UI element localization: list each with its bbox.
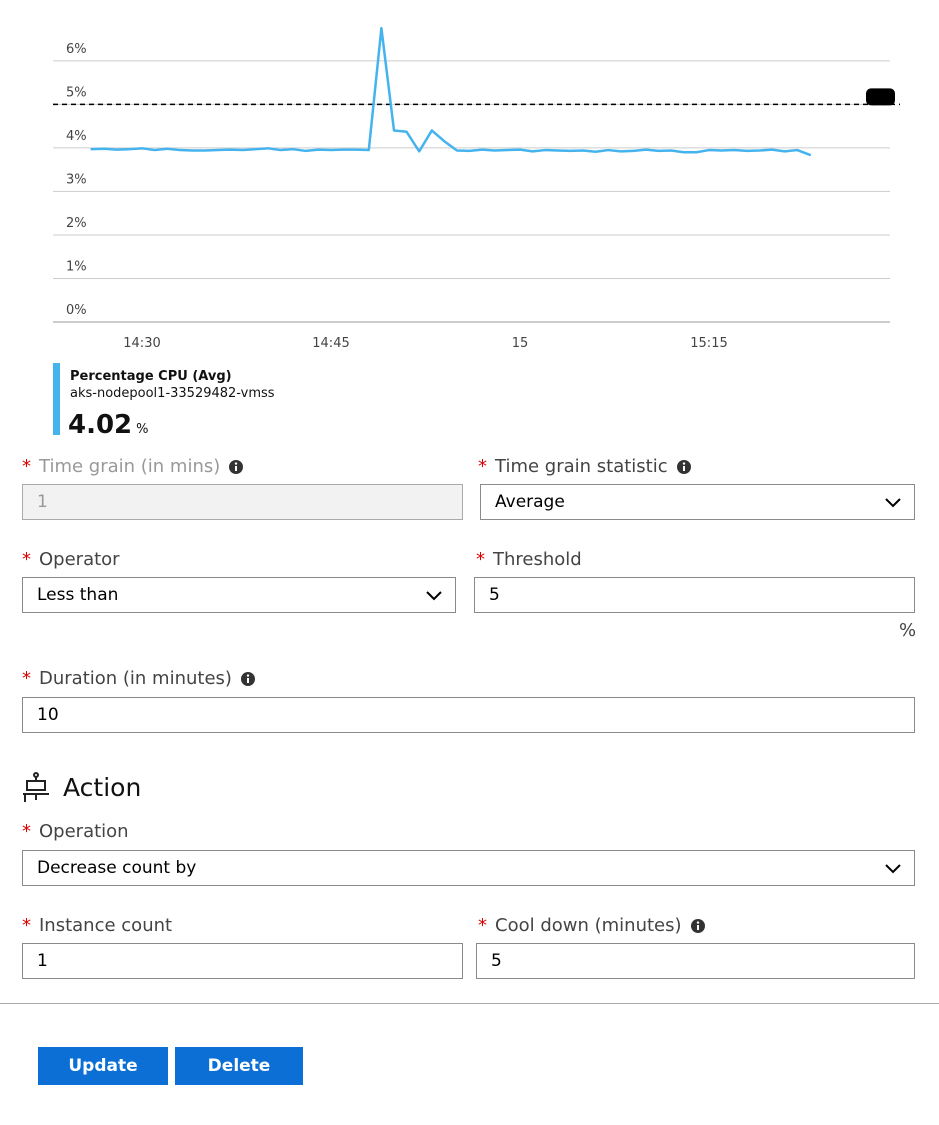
unit-label: % (899, 620, 917, 641)
chart: 0% 1% 2% 3% 4% 5% 6% 14:30 14:45 15 15:15 Percentag… (53, 0, 900, 440)
field-label: * Time grain (in mins) (22, 456, 244, 477)
y-tick-label: 1% (66, 259, 87, 274)
info-icon[interactable] (228, 459, 244, 475)
action-icon (23, 772, 49, 802)
delete-button[interactable]: Delete (175, 1047, 303, 1085)
label-text: Instance count (39, 915, 173, 936)
required-mark: * (22, 915, 31, 936)
required-mark: * (22, 821, 31, 842)
label-text: Operation (39, 821, 129, 842)
dropdown[interactable]: Less than (22, 577, 456, 613)
required-mark: * (22, 549, 31, 570)
required-mark: * (22, 456, 31, 477)
field-label: * Instance count (22, 915, 172, 936)
y-tick-label: 6% (66, 42, 87, 57)
chevron (426, 591, 442, 601)
field-label: * Operator (22, 549, 120, 570)
dropdown-value: Less than (37, 585, 119, 605)
label-text: Time grain statistic (495, 456, 668, 477)
chevron (885, 864, 901, 874)
summary-value: 4.02 (68, 410, 132, 440)
x-tick-label: 15 (512, 336, 529, 351)
summary-unit: % (136, 422, 148, 437)
legend-name: Percentage CPU (Avg) (70, 369, 232, 384)
label-text: Threshold (493, 549, 582, 570)
separator (0, 1003, 939, 1004)
x-tick-label: 15:15 (690, 336, 727, 351)
text-input[interactable]: 5 (476, 943, 915, 979)
info-icon[interactable] (690, 918, 706, 934)
y-tick-label: 0% (66, 303, 87, 318)
required-mark: * (22, 668, 31, 689)
x-tick-label: 14:30 (123, 336, 160, 351)
legend-resource: aks-nodepool1-33529482-vmss (70, 386, 275, 401)
y-tick-label: 3% (66, 172, 87, 187)
y-tick-label: 4% (66, 129, 87, 144)
dropdown[interactable]: Decrease count by (22, 850, 915, 886)
info-icon[interactable] (240, 671, 256, 687)
chevron (885, 498, 901, 508)
update-button[interactable]: Update (38, 1047, 168, 1085)
data-line (92, 28, 835, 155)
y-tick-label: 2% (66, 216, 87, 231)
x-tick-label: 14:45 (312, 336, 349, 351)
dropdown[interactable]: Average (480, 484, 915, 520)
section-heading: Action (63, 773, 142, 802)
text-input: 1 (22, 484, 463, 520)
text-input[interactable]: 1 (22, 943, 463, 979)
dropdown-value: Average (495, 492, 565, 512)
dropdown-value: Decrease count by (37, 858, 197, 878)
text-input[interactable]: 5 (474, 577, 915, 613)
required-mark: * (478, 915, 487, 936)
threshold-handle (866, 88, 895, 106)
label-text: Cool down (minutes) (495, 915, 682, 936)
text-input[interactable]: 10 (22, 697, 915, 733)
y-tick-label: 5% (66, 85, 87, 100)
required-mark: * (476, 549, 485, 570)
info-icon[interactable] (676, 459, 692, 475)
field-label: * Threshold (476, 549, 582, 570)
field-label: * Cool down (minutes) (478, 915, 706, 936)
field-label: * Duration (in minutes) (22, 668, 256, 689)
field-label: * Time grain statistic (478, 456, 692, 477)
legend-swatch (53, 363, 60, 435)
label-text: Duration (in minutes) (39, 668, 232, 689)
label-text: Time grain (in mins) (39, 456, 221, 477)
required-mark: * (478, 456, 487, 477)
field-label: * Operation (22, 821, 129, 842)
label-text: Operator (39, 549, 120, 570)
